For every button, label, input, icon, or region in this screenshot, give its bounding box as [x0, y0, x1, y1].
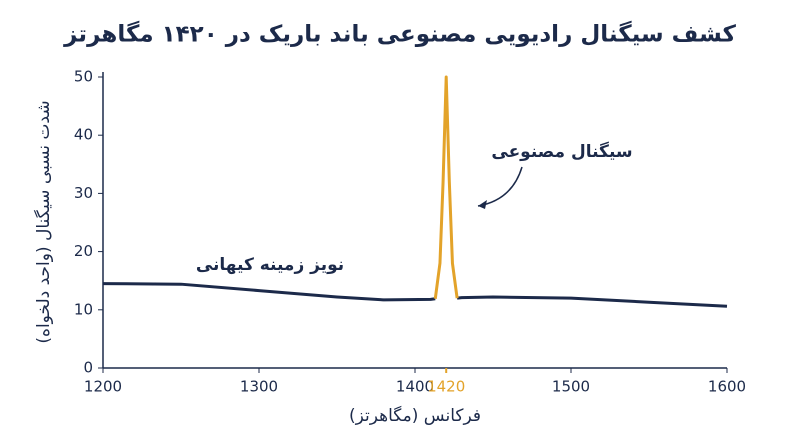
chart-title: کشف سیگنال رادیویی مصنوعی باند باریک در … — [63, 21, 736, 48]
y-axis-label: شدت نسبی سیگنال (واحد دلخواه) — [33, 100, 54, 343]
noise-annotation: نویز زمینه کیهانی — [196, 255, 344, 275]
series-line — [433, 75, 459, 299]
y-tick-label: 10 — [74, 300, 93, 318]
y-tick-label: 40 — [74, 126, 93, 144]
x-tick-label: 1300 — [240, 378, 278, 396]
annotation-arrow — [477, 166, 523, 207]
series-line — [102, 282, 728, 308]
x-tick-label: 1500 — [552, 378, 590, 396]
x-tick-label: 1200 — [84, 378, 122, 396]
x-tick-label: 1600 — [708, 378, 746, 396]
y-tick-label: 0 — [83, 359, 93, 377]
x-axis-label: فرکانس (مگاهرتز) — [349, 405, 481, 426]
arrow-head — [478, 200, 487, 209]
signal-annotation: سیگنال مصنوعی — [491, 141, 632, 162]
y-tick-label: 20 — [74, 242, 93, 260]
y-tick-label: 50 — [74, 68, 93, 86]
x-tick-label: 1400 — [396, 378, 434, 396]
x-tick-label: 1420 — [427, 378, 465, 396]
y-tick-label: 30 — [74, 184, 93, 202]
